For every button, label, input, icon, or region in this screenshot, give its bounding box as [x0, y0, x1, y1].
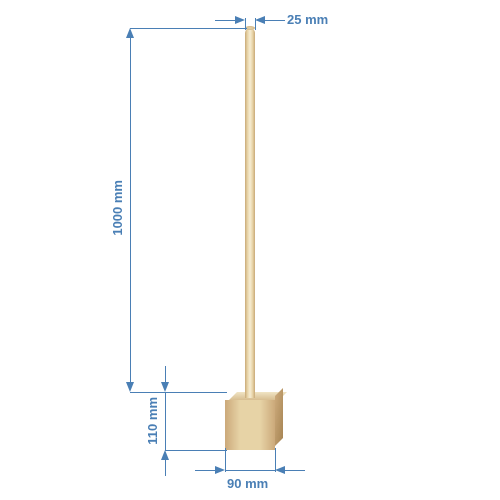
dim-label-pole-diameter: 25 mm: [287, 12, 328, 27]
dim-line: [161, 450, 169, 460]
dim-arrow: [255, 16, 265, 24]
ext-line: [165, 392, 227, 393]
base-side-face: [275, 388, 283, 446]
dim-line: [195, 470, 215, 471]
dim-line: [225, 470, 275, 471]
dim-label-base-height: 110 mm: [145, 397, 160, 445]
diagram-canvas: 25 mm 1000 mm 110 mm 90 mm: [0, 0, 500, 500]
dim-label-pole-height: 1000 mm: [110, 180, 125, 236]
base-front-face: [225, 400, 275, 450]
dim-arrow: [126, 382, 134, 392]
dim-arrow: [126, 28, 134, 38]
ext-line: [165, 450, 227, 451]
dim-line: [165, 460, 166, 476]
dim-arrow: [235, 16, 245, 24]
dim-line: [130, 38, 131, 382]
dim-line: [165, 366, 166, 382]
dim-arrow: [215, 466, 225, 474]
dim-arrow: [275, 466, 285, 474]
ext-line: [225, 448, 226, 472]
dim-line: [265, 20, 285, 21]
dim-line: [165, 392, 166, 450]
dim-arrow: [161, 382, 169, 392]
dim-label-base-width: 90 mm: [227, 476, 268, 491]
dim-line: [215, 20, 235, 21]
ext-line: [130, 28, 247, 29]
dim-line: [285, 470, 305, 471]
pole-body: [245, 28, 255, 398]
